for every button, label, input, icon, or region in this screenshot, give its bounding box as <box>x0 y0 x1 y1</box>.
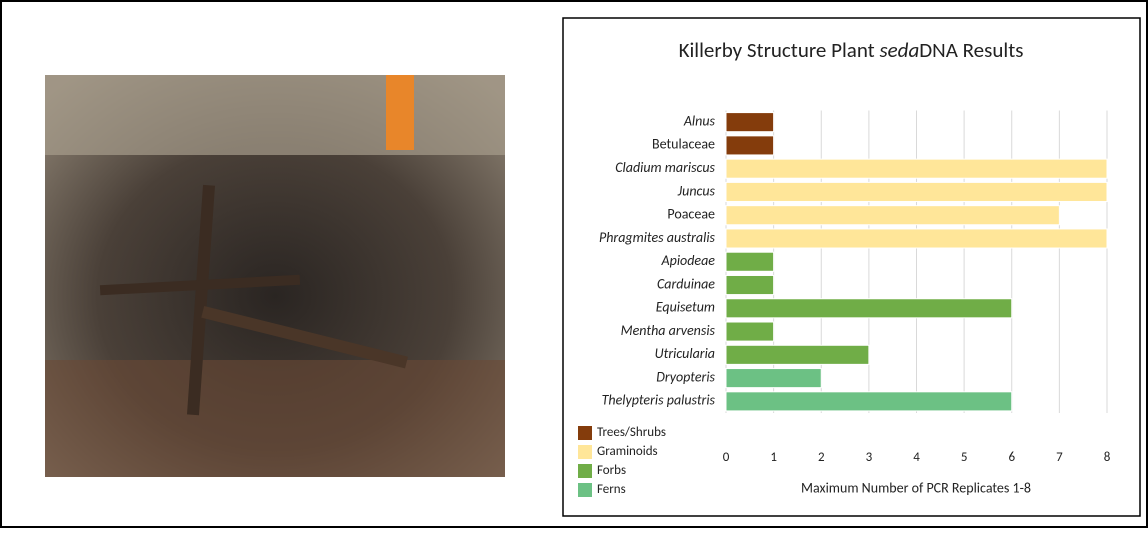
y-tick-label: Poaceae <box>667 206 715 223</box>
bar <box>726 299 1012 318</box>
y-tick-label: Equisetum <box>656 299 715 316</box>
x-tick-label: 0 <box>723 450 730 465</box>
bar <box>726 206 1059 225</box>
y-tick-label: Alnus <box>683 112 716 129</box>
y-tick-label: Carduinae <box>657 275 715 292</box>
bar <box>726 182 1107 201</box>
legend-label: Graminoids <box>597 444 658 459</box>
bar <box>726 392 1012 411</box>
legend-swatch <box>578 464 592 478</box>
legend-label: Trees/Shrubs <box>597 425 666 440</box>
bar <box>726 345 869 364</box>
x-tick-label: 7 <box>1056 450 1063 465</box>
legend-swatch <box>578 426 592 440</box>
y-tick-label: Apiodeae <box>661 252 716 269</box>
y-tick-label: Betulaceae <box>652 136 715 153</box>
title-part: seda <box>879 37 919 63</box>
y-tick-label: Mentha arvensis <box>621 322 716 339</box>
chart-title: Killerby Structure Plant sedaDNA Results <box>679 37 1024 63</box>
y-tick-label: Juncus <box>677 182 716 199</box>
y-tick-label: Phragmites australis <box>599 229 716 246</box>
y-tick-label: Thelypteris palustris <box>602 392 716 409</box>
y-tick-label: Dryopteris <box>656 368 715 385</box>
x-axis-label: Maximum Number of PCR Replicates 1-8 <box>801 479 1031 496</box>
bar <box>726 275 774 294</box>
legend-swatch <box>578 483 592 497</box>
x-tick-label: 4 <box>913 450 920 465</box>
x-tick-label: 8 <box>1104 450 1111 465</box>
bar <box>726 252 774 271</box>
legend-label: Ferns <box>597 482 626 497</box>
bar <box>726 159 1107 178</box>
bar <box>726 136 774 155</box>
title-part: DNA Results <box>919 37 1023 63</box>
bar <box>726 113 774 132</box>
x-tick-label: 1 <box>770 450 777 465</box>
x-tick-label: 6 <box>1008 450 1015 465</box>
legend-label: Forbs <box>597 463 626 478</box>
y-tick-label: Utricularia <box>655 345 715 362</box>
title-part: Killerby Structure Plant <box>679 37 880 63</box>
x-tick-label: 3 <box>866 450 873 465</box>
y-tick-label: Cladium mariscus <box>615 159 715 176</box>
bar <box>726 369 821 388</box>
x-tick-label: 2 <box>818 450 825 465</box>
legend-swatch <box>578 445 592 459</box>
chart-border <box>563 18 1140 516</box>
figure: Killerby Structure Plant sedaDNA Results… <box>0 0 1148 528</box>
x-tick-label: 5 <box>961 450 968 465</box>
bar <box>726 229 1107 248</box>
photo <box>45 75 505 477</box>
bar <box>726 322 774 341</box>
